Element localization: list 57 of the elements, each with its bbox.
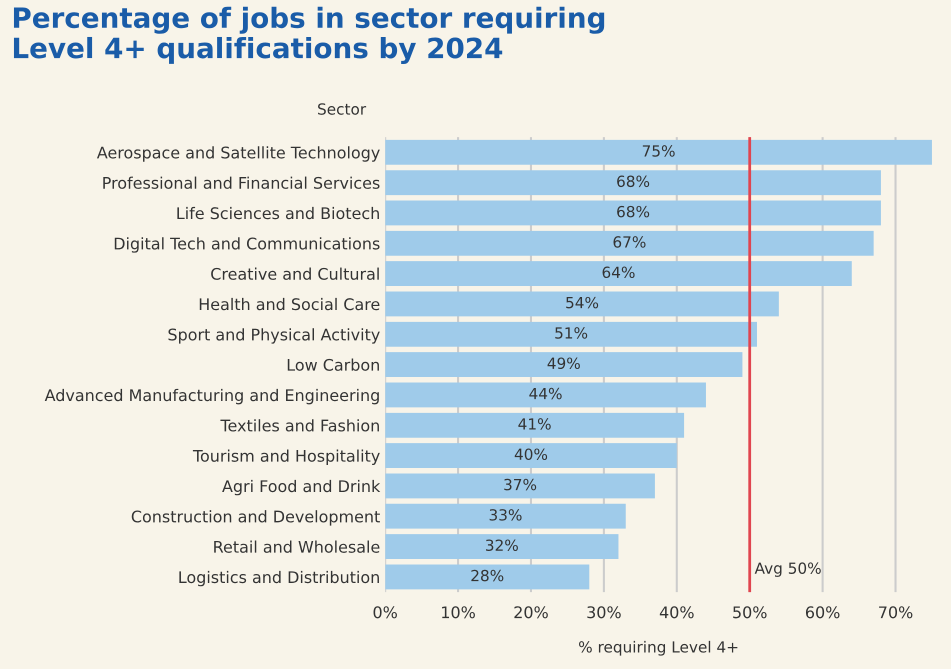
- bar: [385, 352, 742, 378]
- x-tick-label: 10%: [442, 606, 475, 618]
- bar: [385, 473, 655, 498]
- bar: [385, 504, 626, 529]
- bar: [385, 140, 932, 165]
- bar: [385, 200, 881, 226]
- data-label: 40%: [514, 448, 548, 460]
- data-label: 33%: [490, 509, 522, 521]
- x-tick-label: 40%: [660, 606, 694, 618]
- y-tick-label: Life Sciences and Biotech: [177, 206, 379, 220]
- x-tick-label: 30%: [587, 606, 621, 618]
- data-label: 67%: [613, 236, 646, 248]
- y-tick-label: Advanced Manufacturing and Engineering: [44, 388, 379, 404]
- data-label: 37%: [504, 478, 536, 490]
- y-tick-label: Logistics and Distribution: [179, 570, 379, 586]
- data-label: 44%: [529, 388, 562, 400]
- x-axis-title: % requiring Level 4+: [579, 640, 738, 656]
- y-tick-label: Tourism and Hospitality: [192, 450, 380, 465]
- chart-title: Percentage of jobs in sector requiring Level 4+ qualifications by 2024: [14, 6, 604, 64]
- y-tick-label: Sport and Physical Activity: [168, 328, 380, 344]
- data-label: 32%: [486, 539, 518, 552]
- data-label: 28%: [471, 570, 504, 582]
- bar: [385, 382, 706, 408]
- bar: [385, 443, 677, 468]
- data-label: 41%: [518, 418, 551, 430]
- bar: [385, 564, 590, 590]
- data-label: 68%: [617, 176, 650, 188]
- data-label: 64%: [602, 266, 635, 278]
- y-tick-label: Low Carbon: [288, 358, 379, 371]
- bar: [385, 230, 874, 256]
- y-tick-label: Digital Tech and Communications: [114, 237, 380, 253]
- y-tick-label: Retail and Wholesale: [214, 540, 380, 553]
- y-tick-label: Creative and Cultural: [211, 268, 379, 280]
- bar: [385, 261, 852, 286]
- y-tick-label: Construction and Development: [132, 510, 380, 526]
- ref-line-label: Avg 50%: [754, 562, 821, 577]
- bar: [385, 412, 684, 438]
- data-label: 68%: [617, 206, 650, 218]
- y-tick-label: Agri Food and Drink: [222, 480, 380, 496]
- data-label: 49%: [548, 357, 580, 370]
- x-tick-label: 70%: [879, 606, 912, 618]
- y-tick-label: Health and Social Care: [200, 298, 380, 310]
- y-tick-label: Textiles and Fashion: [220, 419, 379, 432]
- x-tick-label: 60%: [806, 606, 840, 618]
- bar: [385, 170, 881, 196]
- bar: [385, 534, 618, 560]
- x-tick-label: 20%: [514, 606, 548, 618]
- x-tick-label: 50%: [733, 606, 767, 618]
- x-tick-label: 0%: [374, 606, 397, 618]
- y-tick-label: Aerospace and Satellite Technology: [96, 146, 380, 162]
- data-label: 51%: [555, 327, 588, 339]
- data-label: 54%: [566, 296, 598, 308]
- bar: [385, 292, 779, 316]
- y-tick-label: Professional and Financial Services: [103, 176, 380, 189]
- y-axis-title: Sector: [318, 103, 366, 115]
- bar: [385, 322, 757, 347]
- data-label: 75%: [642, 145, 675, 157]
